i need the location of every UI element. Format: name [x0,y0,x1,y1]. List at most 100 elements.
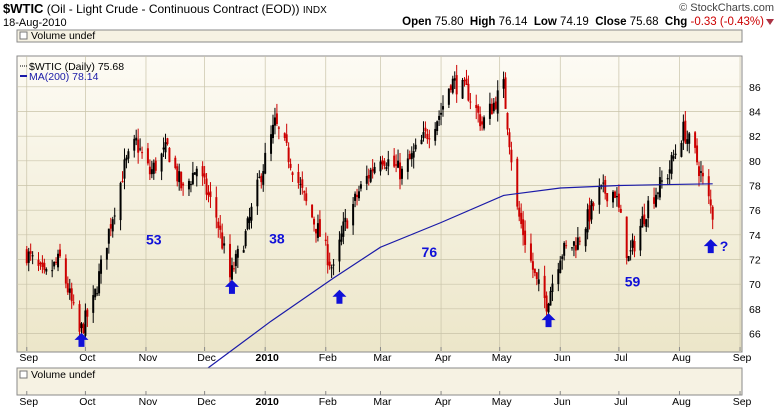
x-tick-label: Sep [733,352,752,364]
x-tick-label: 2010 [256,396,280,408]
candle-body [701,172,704,177]
x-tick-label: Jul [614,352,627,364]
legend-price: $WTIC (Daily) 75.68 [29,61,124,73]
candle-body [84,310,87,336]
candle-body [37,259,40,266]
candle-body [31,255,34,257]
candle-body [236,248,239,258]
candle-body [455,75,458,95]
x-tick-label: Apr [435,352,452,364]
x-axis-main: Sep Oct Nov Dec 2010 Feb Mar Apr May Jun Jul Aug Sep [19,347,752,364]
bottom-volume-checkbox[interactable] [19,370,28,379]
open-value: 75.80 [434,16,464,28]
y-tick-label: 68 [749,304,761,316]
candle-body [483,117,486,129]
close-value: 75.68 [629,16,659,28]
candle-body [475,104,478,109]
x-axis-bottom: Sep Oct Nov Dec 2010 Feb Mar Apr May Jun Jul Aug Sep [19,391,752,408]
candle-body [424,127,427,132]
candle-body [371,168,374,172]
candle-body [461,79,464,99]
y-tick-label: 76 [749,205,761,217]
candle-body [449,85,452,90]
candle-body [187,180,190,190]
candle-body [660,180,663,182]
candle-body [51,270,54,272]
candle-body [565,245,568,247]
candle-body [43,262,46,270]
candle-body [178,171,181,183]
candle-body [619,208,622,213]
y-tick-label: 72 [749,255,761,267]
top-volume-checkbox[interactable] [19,31,28,40]
candle-body [434,128,437,141]
candle-body [578,240,581,242]
symbol-description: (Oil - Light Crude - Continuous Contract… [46,2,300,16]
annotations: 53 38 76 59? [74,230,728,347]
candle-body [557,269,560,285]
candle-body [604,179,607,194]
candle-body [442,106,445,110]
candle-body [436,121,439,132]
candle-body [639,225,642,251]
ohlc-readout: Open 75.80 High 76.14 Low 74.19 Close 75… [402,16,764,28]
candle-body [359,184,362,189]
symbol-label: $WTIC [3,1,44,16]
candle-body [273,117,276,126]
candle-body [352,204,355,226]
x-tick-label: Sep [19,352,38,364]
candle-body [70,288,73,302]
candle-body [641,216,644,228]
candle-body [629,250,632,252]
candle-body [367,174,370,179]
candle-body [332,264,335,266]
candle-body [133,138,136,151]
exchange-label: INDX [302,5,327,16]
candle-body [494,101,497,109]
x-tick-label: Dec [197,352,216,364]
candle-body [465,78,468,86]
candle-body [182,183,185,186]
candle-body [533,268,536,273]
candle-body [137,139,140,153]
candle-body [340,233,343,242]
candle-body [680,143,683,157]
candle-body [232,268,235,270]
candle-body [709,199,712,206]
cycle-count-label: 38 [269,230,285,246]
candle-body [625,216,628,259]
candle-body [612,191,615,203]
bottom-volume-label: Volume undef [31,369,95,381]
candle-body [313,218,316,225]
x-tick-label: Sep [733,396,752,408]
candle-body [590,200,593,220]
candle-body [414,144,417,150]
candle-body [524,230,527,245]
candle-body [285,134,288,143]
candle-body [201,166,204,177]
candle-body [324,239,327,241]
candle-body [570,247,573,249]
candle-body [72,302,75,304]
close-label: Close [595,16,627,28]
price-panel [16,55,743,353]
candle-body [572,241,575,246]
x-tick-label: Jun [554,396,571,408]
candle-body [438,115,441,120]
candle-body [207,192,210,196]
candle-body [248,216,251,224]
candle-body [53,261,56,267]
x-tick-label: Nov [139,396,158,408]
candle-body [496,90,499,114]
candle-body [121,181,124,183]
candle-body [55,261,58,263]
candle-body [229,243,232,278]
candle-body [529,243,532,261]
x-tick-label: Oct [79,396,95,408]
candle-body [400,168,403,179]
candle-body [234,253,237,267]
chg-down-icon [766,19,774,25]
candle-body [154,160,157,171]
candle-body [658,177,661,198]
candle-body [613,191,616,198]
